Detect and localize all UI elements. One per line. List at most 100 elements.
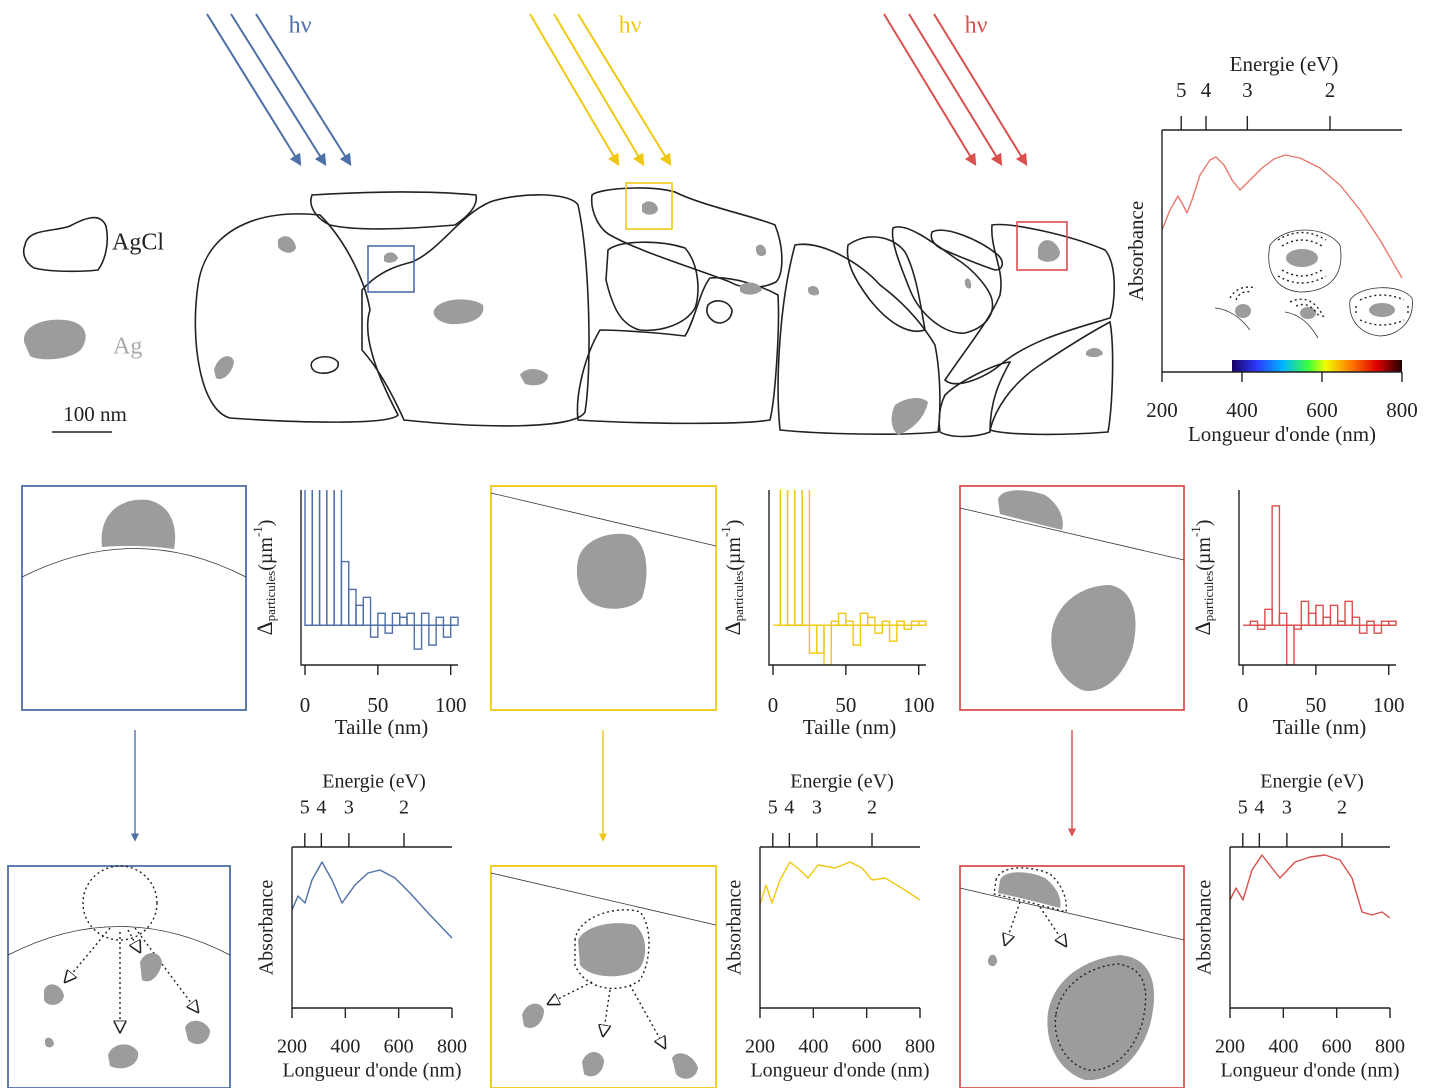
bar <box>837 612 847 626</box>
x-axis-title: Taille (nm) <box>335 715 429 739</box>
bar <box>867 616 876 626</box>
bar <box>450 616 459 626</box>
energy-tick-label: 4 <box>316 797 326 819</box>
ag-legend-shape <box>23 319 86 360</box>
path-shape <box>1054 963 1147 1071</box>
y-axis-title-part: (µm <box>723 537 745 571</box>
path-shape <box>548 981 593 1004</box>
path-shape <box>930 229 1004 271</box>
path-shape <box>278 236 296 253</box>
bar <box>1351 616 1361 626</box>
path-shape <box>756 244 767 257</box>
photon-label: hν <box>619 13 642 39</box>
bar <box>377 612 386 626</box>
path-shape <box>384 252 398 263</box>
path-shape <box>1005 901 1021 945</box>
path-shape <box>706 300 733 324</box>
energy-tick-label: 5 <box>1238 797 1248 819</box>
bar <box>1315 604 1324 626</box>
path-shape <box>433 299 484 325</box>
path-shape <box>1268 229 1342 293</box>
zoom-box <box>1016 221 1068 271</box>
y-axis-title-part: Δ <box>252 621 277 635</box>
bar <box>1329 604 1339 626</box>
bar <box>333 490 343 626</box>
histogram-bars <box>304 490 459 650</box>
color-bar <box>1232 360 1402 372</box>
path-shape <box>959 887 1185 941</box>
spectrum-curve <box>1161 154 1403 279</box>
zoom-panels <box>7 485 1185 1088</box>
photon-label: hν <box>965 13 988 39</box>
path-shape <box>310 355 340 374</box>
y-axis-title-part: ) <box>255 520 277 527</box>
inset-sketches <box>1214 229 1413 339</box>
path-shape <box>964 278 972 289</box>
bar <box>348 588 357 626</box>
path-shape <box>574 909 650 990</box>
path-shape <box>1039 906 1066 946</box>
histogram-bars <box>779 490 927 665</box>
zoom-box <box>625 182 673 230</box>
path-shape <box>988 954 997 967</box>
bar <box>1300 600 1310 626</box>
x-axis-title: Longueur d'onde (nm) <box>750 1060 929 1082</box>
bar <box>1344 600 1353 626</box>
bar <box>823 624 832 665</box>
path-shape <box>7 926 231 956</box>
path-shape <box>194 213 399 423</box>
bar <box>442 624 452 638</box>
bar <box>794 490 803 626</box>
path-shape <box>361 194 590 427</box>
bar <box>326 490 335 626</box>
y-axis-title: Δparticules(µm-1) <box>250 520 278 636</box>
energy-tick-label: 4 <box>1201 78 1212 102</box>
line-shape <box>255 13 352 167</box>
bar <box>406 612 415 626</box>
line-shape <box>883 13 977 167</box>
bar <box>1373 624 1383 634</box>
y-axis-title: Absorbance <box>1194 880 1216 976</box>
bar <box>420 612 430 626</box>
agcl-legend-shape <box>22 216 109 273</box>
x-tick-label: 50 <box>1305 693 1326 717</box>
ellipse-shape <box>1369 303 1395 317</box>
path-shape <box>605 241 699 332</box>
photon-arrows-blue <box>206 13 352 167</box>
y-axis-title-part: -1 <box>718 526 733 537</box>
path-shape <box>1214 307 1251 331</box>
energy-tick-label: 3 <box>812 797 822 819</box>
bar <box>355 604 364 626</box>
ag-particles <box>214 201 1103 435</box>
x-axis-title: Longueur d'onde (nm) <box>1220 1060 1399 1082</box>
energy-axis-title: Energie (eV) <box>1260 771 1363 793</box>
x-tick-label: 800 <box>1375 1036 1405 1058</box>
rect-shape <box>21 485 247 711</box>
path-shape <box>672 1053 698 1079</box>
g-shape <box>548 981 665 1048</box>
rect-shape <box>490 865 717 1088</box>
x-tick-label: 0 <box>768 693 779 717</box>
x-tick-label: 50 <box>367 693 388 717</box>
path-shape <box>1284 311 1319 339</box>
x-tick-label: 400 <box>1226 398 1258 422</box>
energy-tick-label: 3 <box>1282 797 1292 819</box>
bar <box>428 624 437 646</box>
path-shape <box>1229 286 1257 301</box>
path-shape <box>603 989 610 1036</box>
spectrum-curve <box>1229 854 1391 919</box>
path-shape <box>998 490 1063 530</box>
ellipse-shape <box>1235 304 1251 318</box>
line-shape <box>577 13 672 167</box>
x-tick-label: 800 <box>1386 398 1418 422</box>
energy-tick-label: 2 <box>1337 797 1347 819</box>
bar <box>874 624 883 634</box>
path-shape <box>101 499 176 549</box>
y-axis-title-part: particules <box>1201 571 1216 622</box>
energy-tick-label: 3 <box>344 797 354 819</box>
line-shape <box>206 13 302 167</box>
agcl-grains <box>194 187 1116 438</box>
x-tick-label: 0 <box>300 693 311 717</box>
axis-frame <box>1229 846 1390 1009</box>
